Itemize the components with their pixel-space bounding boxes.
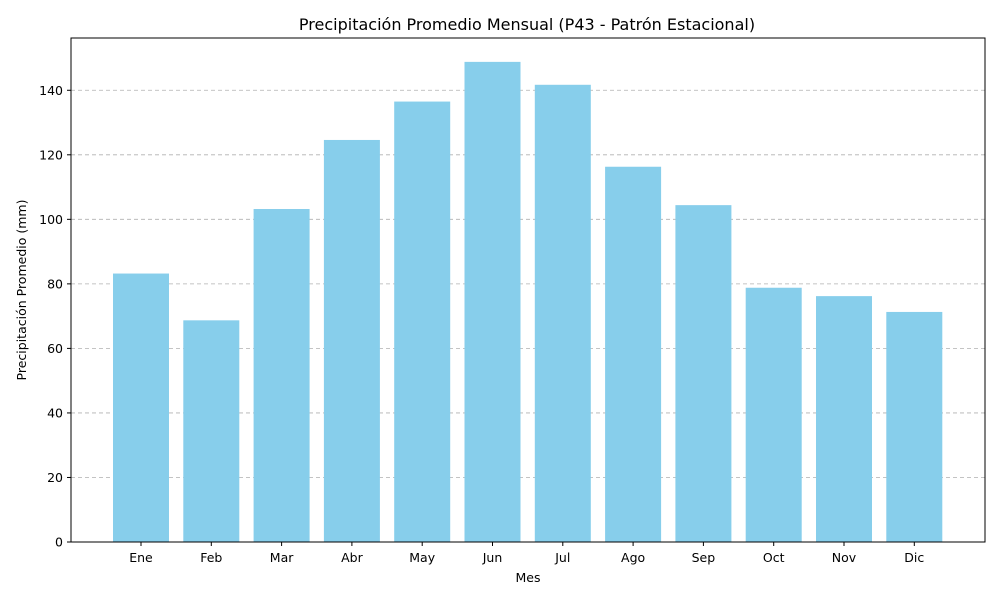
y-axis-ticks: 0 20 40 60 80 100 120 140 bbox=[39, 83, 71, 550]
bar-oct bbox=[745, 287, 802, 542]
bar-feb bbox=[183, 320, 240, 542]
y-tick-label: 0 bbox=[55, 535, 63, 550]
x-tick-label: Mar bbox=[270, 550, 294, 565]
x-tick-label: May bbox=[409, 550, 435, 565]
x-tick-label: Dic bbox=[904, 550, 924, 565]
x-tick-label: Nov bbox=[832, 550, 857, 565]
chart-title: Precipitación Promedio Mensual (P43 - Pa… bbox=[299, 15, 755, 34]
y-tick-label: 140 bbox=[39, 83, 63, 98]
bars bbox=[113, 61, 943, 543]
y-tick-label: 120 bbox=[39, 147, 63, 162]
bar-ene bbox=[113, 273, 169, 542]
x-tick-label: Abr bbox=[341, 550, 363, 565]
x-tick-label: Jun bbox=[482, 550, 503, 565]
plot-frame bbox=[70, 37, 986, 543]
x-axis-label: Mes bbox=[516, 570, 541, 585]
x-tick-label: Feb bbox=[200, 550, 222, 565]
y-tick-label: 40 bbox=[47, 405, 63, 420]
x-tick-label: Ago bbox=[621, 550, 645, 565]
y-axis-label: Precipitación Promedio (mm) bbox=[14, 200, 29, 381]
y-tick-label: 20 bbox=[47, 470, 63, 485]
x-tick-label: Jul bbox=[554, 550, 570, 565]
grid-lines bbox=[71, 89, 985, 478]
bar-abr bbox=[323, 139, 380, 542]
x-tick-label: Sep bbox=[692, 550, 716, 565]
bar-nov bbox=[816, 296, 872, 542]
bar-sep bbox=[675, 205, 732, 542]
bar-mar bbox=[253, 209, 310, 542]
x-tick-label: Ene bbox=[129, 550, 153, 565]
bar-ago bbox=[605, 166, 662, 543]
bar-jun bbox=[464, 61, 521, 543]
bar-may bbox=[394, 101, 451, 542]
y-tick-label: 80 bbox=[47, 276, 63, 291]
bar-dic bbox=[886, 311, 943, 542]
y-tick-label: 100 bbox=[39, 212, 63, 227]
y-tick-label: 60 bbox=[47, 341, 63, 356]
x-axis-ticks: Ene Feb Mar Abr May Jun Jul Ago Sep Oct Nov Dic bbox=[129, 542, 924, 565]
bar-jul bbox=[534, 84, 591, 543]
x-tick-label: Oct bbox=[763, 550, 785, 565]
